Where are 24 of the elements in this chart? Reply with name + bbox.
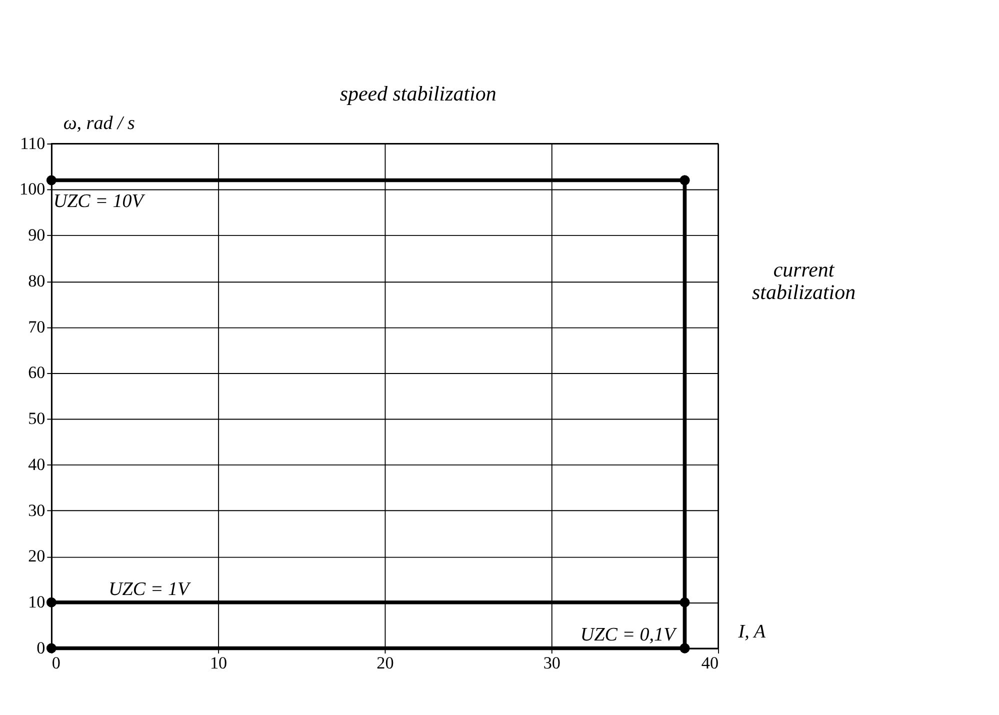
series-label: UZC = 0,1V — [580, 624, 678, 646]
y-tick-label: 80 — [28, 271, 46, 290]
x-tick-label: 40 — [701, 654, 719, 673]
x-tick-label: 30 — [543, 654, 560, 673]
x-tick-label: 0 — [52, 654, 60, 673]
x-axis-title: I, A — [737, 621, 766, 642]
y-tick-label: 40 — [28, 454, 46, 474]
legend-label: UZC = 10V — [53, 190, 146, 212]
text: current stabilization — [752, 257, 856, 304]
y-tick-label: 60 — [28, 363, 46, 382]
x-tick-label: 10 — [210, 654, 228, 673]
series-label: UZC = 1V — [108, 578, 192, 600]
y-tick-label: 100 — [20, 180, 46, 199]
y-tick-label: 70 — [28, 317, 46, 336]
y-tick-label: 0 — [36, 638, 46, 658]
x-tick-label: 20 — [376, 654, 394, 673]
y-tick-label: 20 — [28, 546, 46, 566]
text: speed stabilization — [340, 82, 496, 106]
y-tick-label: 90 — [28, 226, 46, 245]
y-tick-label: 10 — [28, 592, 46, 612]
y-axis-title: ω, rad / s — [63, 112, 135, 134]
y-tick-label: 110 — [20, 134, 46, 153]
y-tick-label: 50 — [28, 409, 46, 428]
y-tick-label: 30 — [28, 500, 46, 520]
